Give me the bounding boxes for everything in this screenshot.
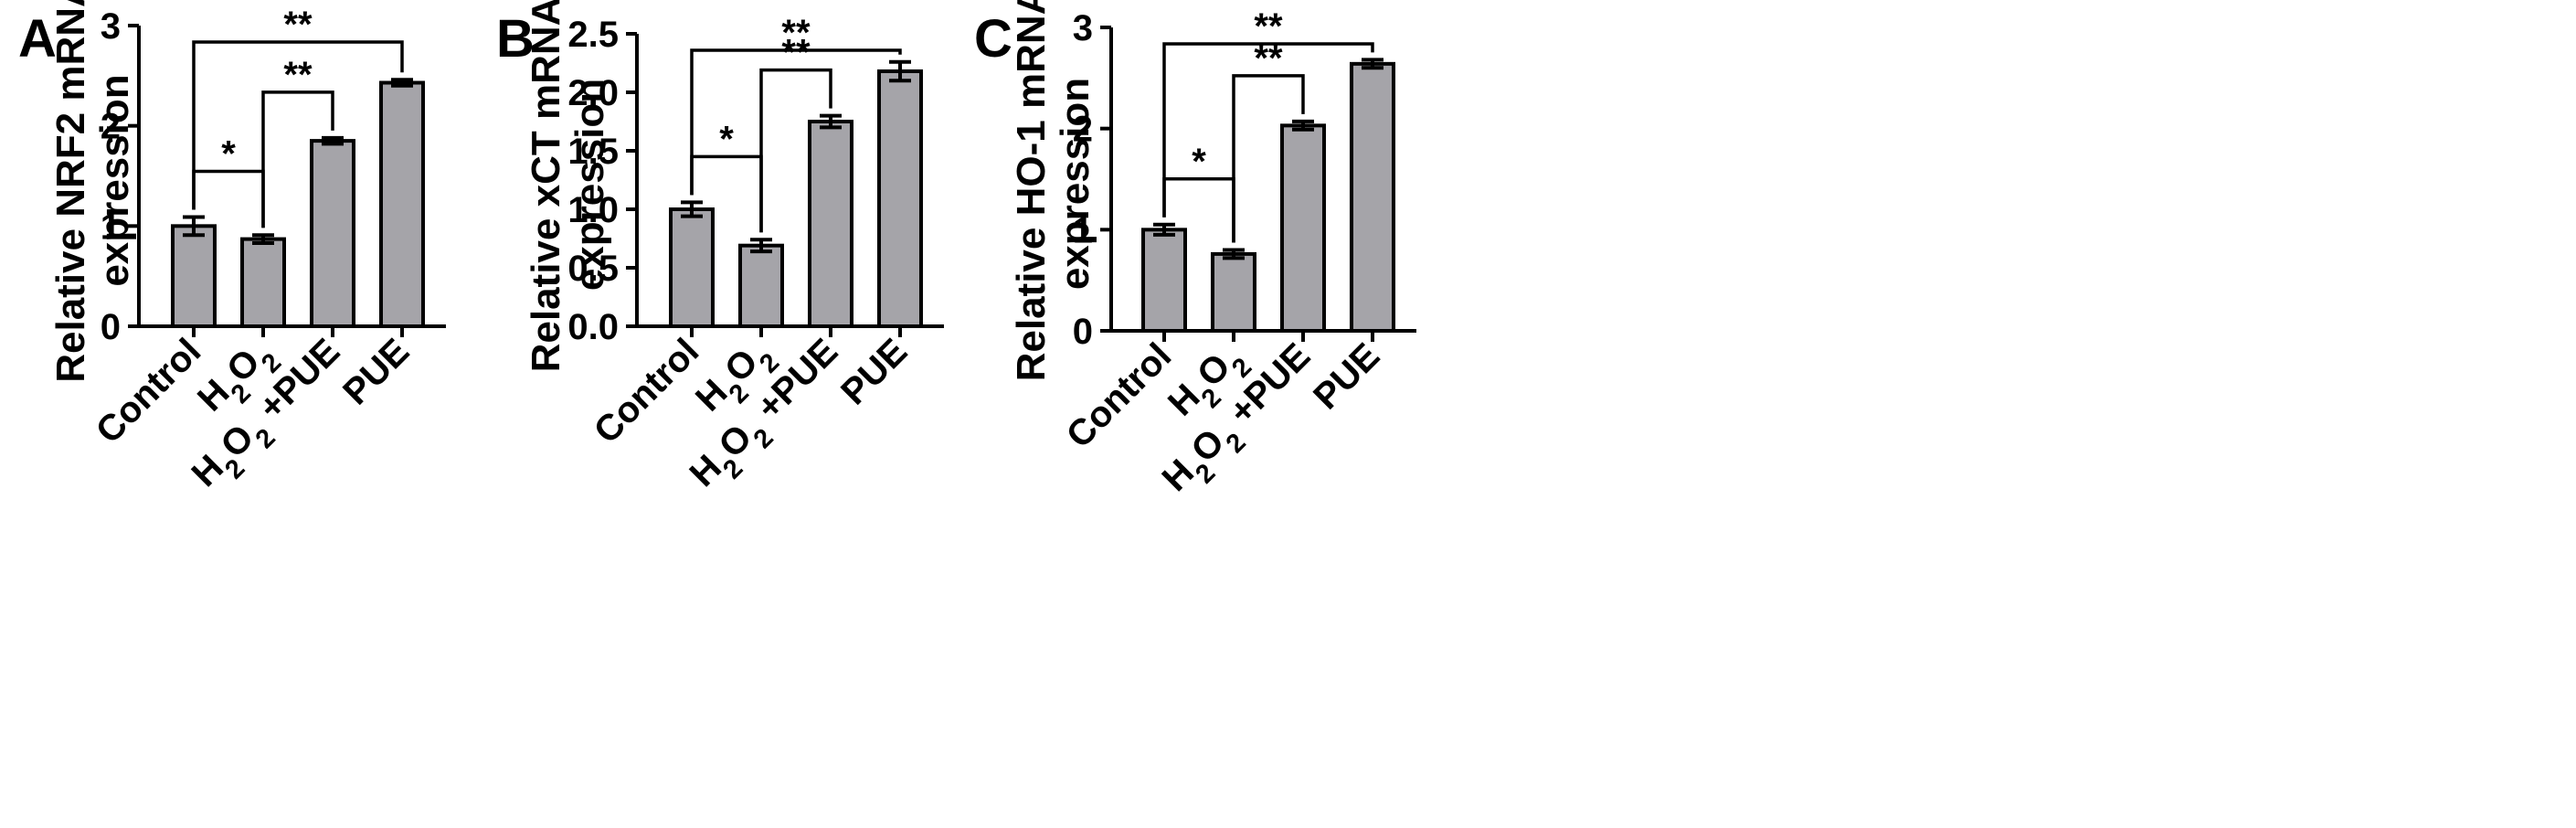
significance-label: * [221, 133, 236, 174]
significance-bracket [261, 90, 334, 228]
significance-bracket [690, 48, 902, 196]
bar-1 [738, 243, 784, 328]
significance-label: ** [283, 5, 313, 45]
panel-letter: B [496, 9, 535, 69]
y-tick-label: 3 [1073, 8, 1093, 48]
y-tick-label: 0.5 [567, 249, 619, 289]
significance-bracket [1232, 74, 1305, 243]
y-axis-label: Relative HO-1 mRNAexpression [1009, 0, 1097, 381]
panel-letter: A [18, 9, 57, 69]
significance-label: * [1192, 142, 1206, 182]
bar-0 [171, 224, 217, 328]
bar-3 [1350, 61, 1395, 333]
significance-label: ** [283, 55, 313, 95]
y-tick-label: 2 [101, 107, 121, 147]
y-tick-label: 2 [1073, 110, 1093, 150]
y-tick-label: 1 [1073, 210, 1093, 250]
y-tick-label: 0 [1073, 312, 1093, 352]
category-label: PUE [1306, 335, 1387, 417]
y-tick-label: 1.5 [567, 132, 619, 172]
significance-bracket [192, 169, 265, 228]
bar-3 [379, 80, 425, 328]
y-tick-label: 0.0 [567, 307, 619, 347]
category-label: PUE [833, 331, 915, 412]
y-tick-label: 0 [101, 307, 121, 347]
y-tick-label: 1 [101, 207, 121, 247]
bar-2 [808, 120, 853, 328]
y-tick-label: 3 [101, 6, 121, 47]
significance-label: ** [1254, 6, 1283, 47]
bar-3 [877, 69, 923, 329]
significance-bracket [1162, 42, 1374, 218]
bar-2 [310, 139, 355, 328]
category-label: PUE [335, 331, 417, 412]
significance-label: ** [781, 33, 811, 73]
bar-1 [1211, 251, 1256, 334]
y-axis-label: Relative NRF2 mRNAexpression [48, 0, 137, 383]
bar-2 [1280, 123, 1326, 333]
significance-bracket [759, 68, 832, 233]
y-axis-label: Relative xCT mRNAexpression [524, 0, 612, 372]
significance-label: ** [781, 13, 811, 53]
significance-label: * [719, 119, 734, 159]
y-tick-label: 1.0 [567, 190, 619, 230]
bar-0 [669, 207, 715, 328]
y-tick-label: 2.0 [567, 73, 619, 113]
bar-1 [240, 237, 286, 328]
bar-0 [1141, 228, 1187, 333]
panel-letter: C [974, 9, 1012, 69]
significance-bracket [192, 40, 404, 210]
y-tick-label: 2.5 [567, 15, 619, 55]
